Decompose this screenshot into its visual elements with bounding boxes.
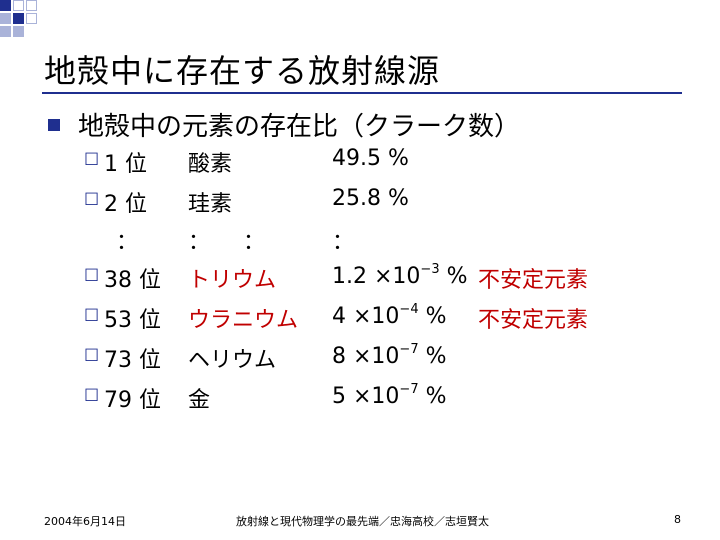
value-exponent: −3 (420, 262, 440, 277)
deco-square (26, 13, 37, 24)
footer-credit: 放射線と現代物理学の最先端／忠海高校／志垣賢太 (236, 515, 489, 528)
value-unit: % (418, 384, 447, 409)
abundance-value: 1.2 ×10−3 % (332, 262, 468, 289)
main-bullet: 地殻中の元素の存在比（クラーク数） (48, 106, 520, 143)
checkbox-icon: ☐ (84, 386, 100, 406)
value-base: 5 ×10 (332, 384, 400, 409)
checkbox-icon: ☐ (84, 306, 100, 326)
abundance-value: 5 ×10−7 % (332, 382, 447, 409)
element-name: ヘリウム (188, 348, 277, 373)
deco-square (13, 0, 24, 11)
deco-square (13, 13, 24, 24)
rank: ： (116, 230, 139, 255)
deco-square (0, 26, 11, 37)
checkbox-icon: ☐ (84, 150, 100, 170)
rank: 79 位 (104, 388, 161, 413)
deco-square (0, 0, 11, 11)
page-number: 8 (674, 513, 681, 526)
value-unit: % (418, 304, 447, 329)
element-name: トリウム (188, 268, 277, 293)
value-exponent: −7 (399, 342, 419, 357)
element-name: 酸素 (188, 152, 233, 177)
abundance-value: 8 ×10−7 % (332, 342, 447, 369)
abundance-value: ： (332, 230, 355, 255)
abundance-value: 49.5 % (332, 146, 409, 171)
value-exponent: −7 (399, 382, 419, 397)
rank: 2 位 (104, 192, 147, 217)
note-unstable: 不安定元素 (478, 308, 589, 333)
value-base: 1.2 ×10 (332, 264, 421, 289)
rank: 1 位 (104, 152, 147, 177)
rank: 38 位 (104, 268, 161, 293)
deco-square (13, 26, 24, 37)
value-unit: % (439, 264, 468, 289)
element-name: ： ： (188, 230, 266, 255)
abundance-value: 25.8 % (332, 186, 409, 211)
deco-square (0, 13, 11, 24)
main-bullet-text: 地殻中の元素の存在比（クラーク数） (78, 112, 521, 142)
deco-square (26, 0, 37, 11)
rank: 73 位 (104, 348, 161, 373)
value-exponent: −4 (399, 302, 419, 317)
value-base: 4 ×10 (332, 304, 400, 329)
note-unstable: 不安定元素 (478, 268, 589, 293)
slide-title: 地殻中に存在する放射線源 (44, 52, 441, 90)
element-name: ウラニウム (188, 308, 299, 333)
checkbox-icon: ☐ (84, 346, 100, 366)
rank: 53 位 (104, 308, 161, 333)
checkbox-icon: ☐ (84, 266, 100, 286)
abundance-value: 4 ×10−4 % (332, 302, 447, 329)
value-unit: % (418, 344, 447, 369)
value-base: 8 ×10 (332, 344, 400, 369)
title-divider (42, 92, 682, 94)
checkbox-icon: ☐ (84, 190, 100, 210)
element-name: 金 (188, 388, 211, 413)
bullet-square-icon (48, 118, 60, 131)
footer-date: 2004年6月14日 (44, 515, 126, 528)
element-name: 珪素 (188, 192, 233, 217)
